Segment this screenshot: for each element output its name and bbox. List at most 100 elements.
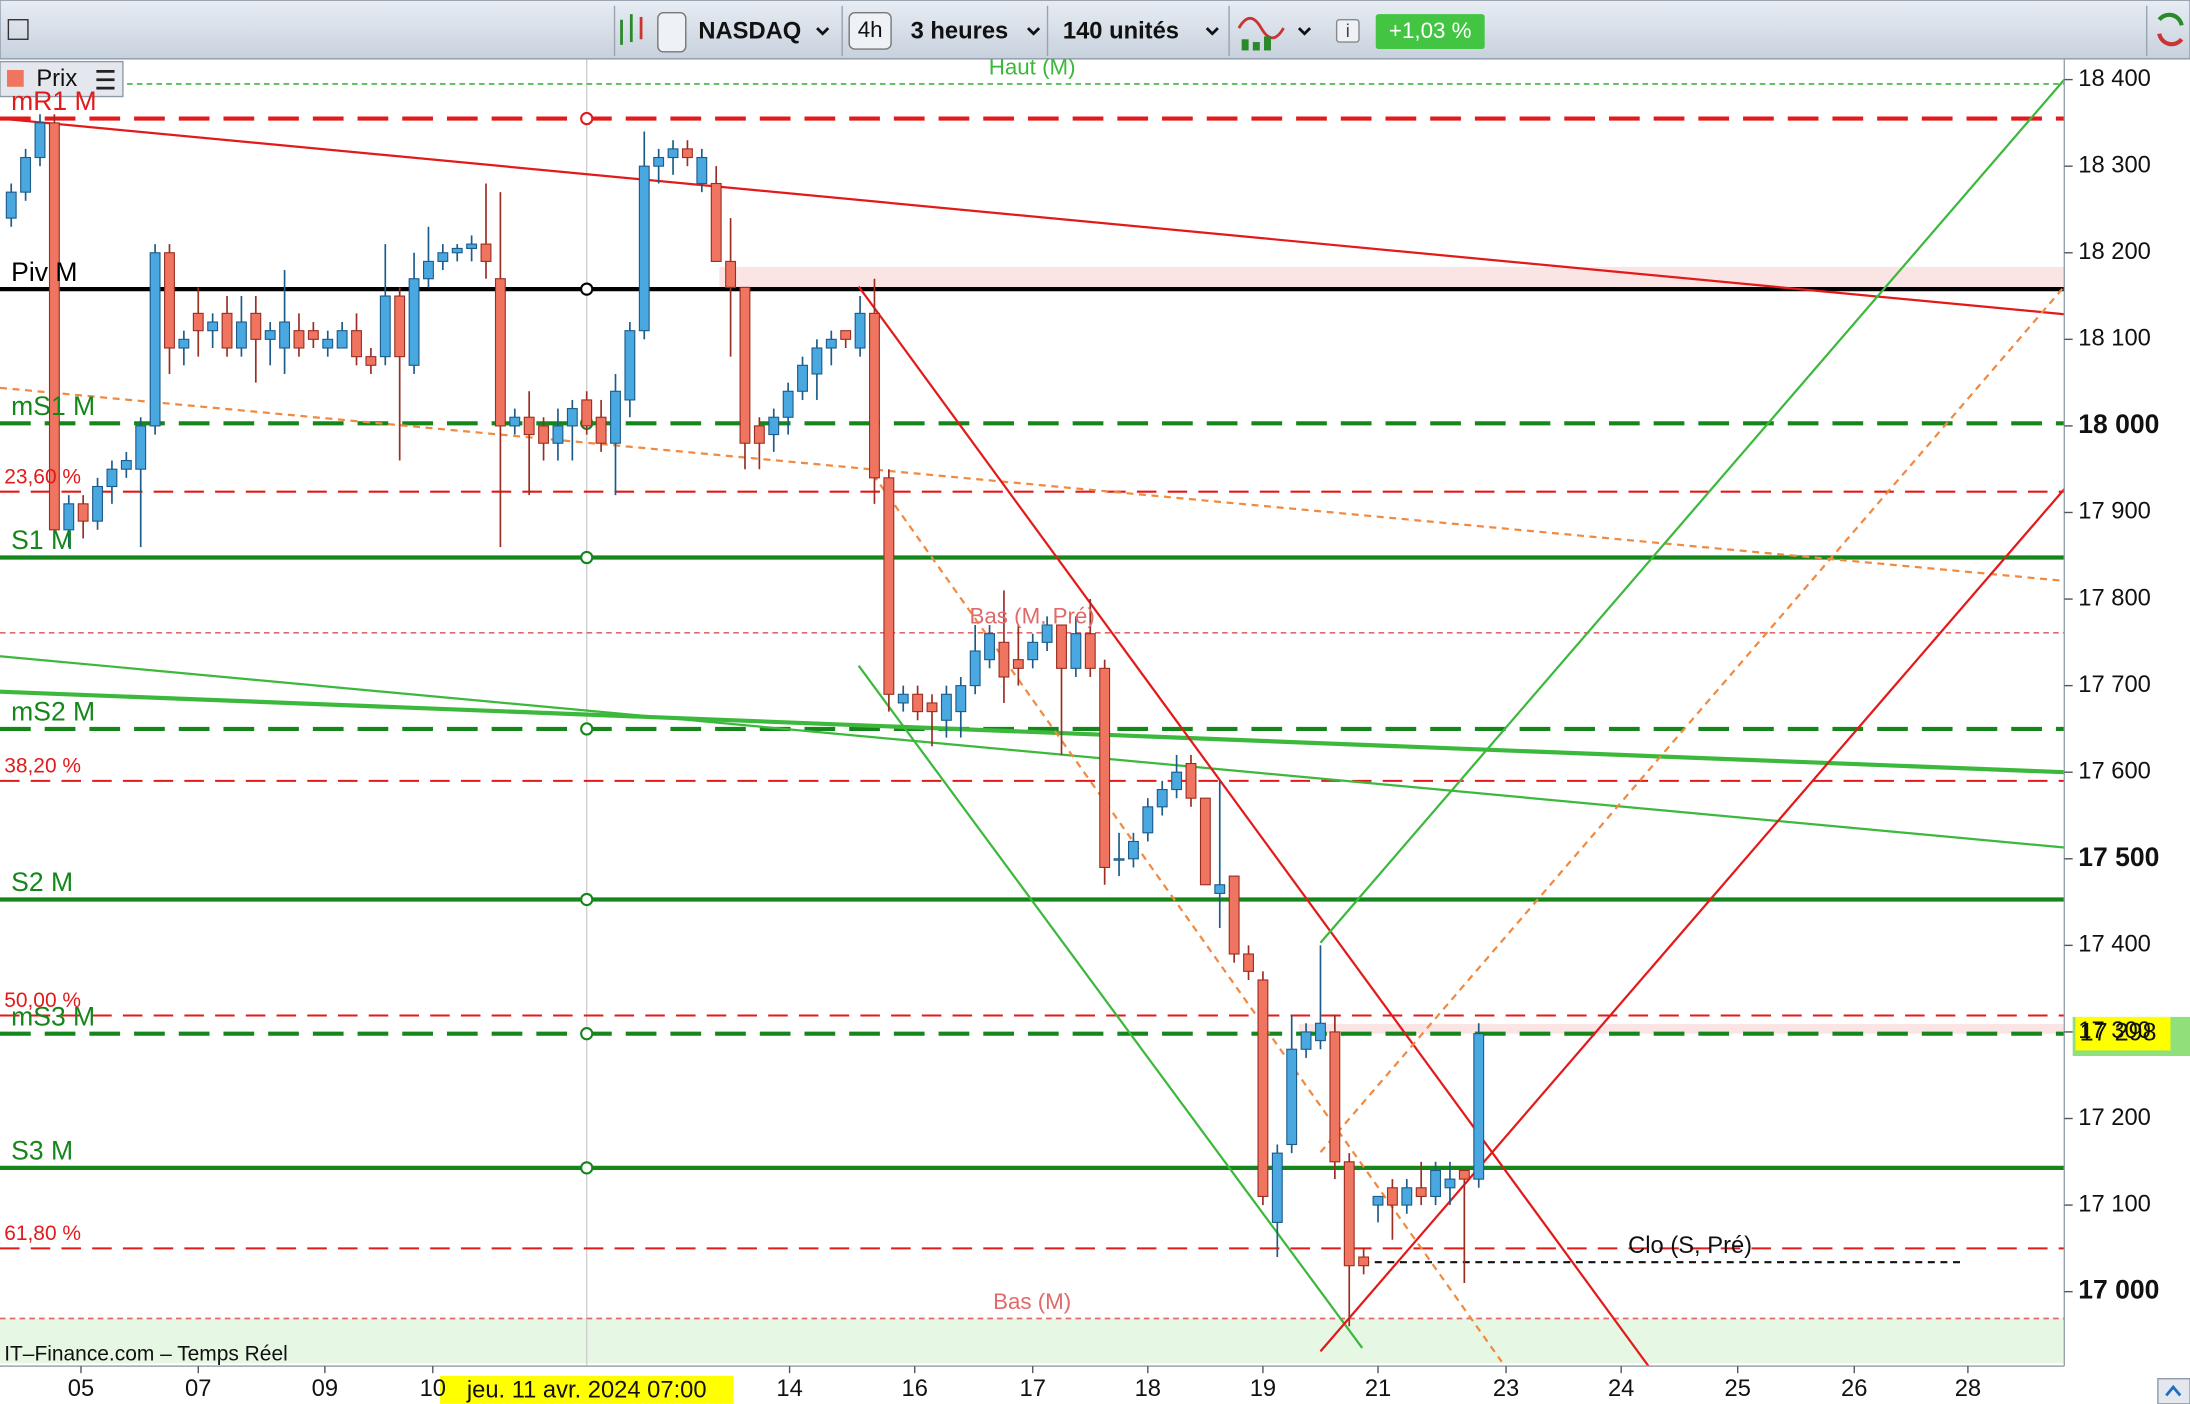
level-anchor bbox=[580, 1161, 594, 1175]
list-icon[interactable] bbox=[96, 70, 115, 90]
candle-body bbox=[653, 156, 665, 167]
y-tick-label: 18 000 bbox=[2078, 409, 2159, 439]
candle-body bbox=[610, 390, 621, 444]
candle-body bbox=[322, 338, 334, 349]
trendline bbox=[0, 655, 2065, 849]
candle-body bbox=[955, 685, 967, 713]
candle-body bbox=[710, 182, 722, 262]
trendline bbox=[857, 665, 1364, 1349]
level-label: S2 M bbox=[11, 867, 73, 897]
candle-body bbox=[1243, 953, 1254, 972]
level-label: S3 M bbox=[11, 1136, 73, 1166]
candle-body bbox=[480, 243, 492, 262]
candle-body bbox=[1372, 1195, 1384, 1206]
units[interactable]: 140 unités bbox=[1063, 19, 1179, 45]
x-tick-label: 07 bbox=[185, 1376, 211, 1402]
y-tick-label: 17 900 bbox=[2078, 499, 2151, 525]
overlay: Haut (M) mR1 M Piv M mS1 M 23,60 % S1 M Bas (M… bbox=[4, 54, 2190, 1404]
footer-source: IT–Finance.com – Temps Réel bbox=[4, 1342, 288, 1365]
candle-body bbox=[120, 459, 132, 470]
level-label: Bas (M, Pré) bbox=[969, 603, 1094, 628]
candle-body bbox=[1401, 1187, 1413, 1206]
trendline bbox=[872, 473, 1503, 1363]
fib-label: 23,60 % bbox=[4, 465, 81, 488]
price-tab-label[interactable]: Prix bbox=[36, 66, 77, 92]
x-tick-label: 28 bbox=[1955, 1376, 1981, 1402]
refresh-icon[interactable] bbox=[2157, 12, 2184, 47]
x-tick-label: 18 bbox=[1135, 1376, 1161, 1402]
window-icon[interactable] bbox=[7, 19, 29, 40]
candle-body bbox=[293, 330, 305, 349]
level-label: mS1 M bbox=[11, 391, 95, 421]
indicator-icon[interactable] bbox=[1237, 16, 1285, 51]
candle-body bbox=[912, 693, 924, 713]
candle-body bbox=[5, 191, 17, 219]
trendline bbox=[857, 285, 1650, 1367]
period[interactable]: 3 heures bbox=[911, 19, 1009, 45]
candle-body bbox=[408, 278, 420, 366]
candle-body bbox=[34, 122, 46, 159]
candle-body bbox=[351, 330, 362, 358]
candle-body bbox=[92, 485, 103, 522]
y-tick-label: 17 500 bbox=[2078, 842, 2159, 872]
candle-body bbox=[1358, 1256, 1370, 1267]
scroll-button[interactable] bbox=[2157, 1377, 2190, 1404]
plot bbox=[0, 58, 2066, 1367]
info-icon[interactable] bbox=[1335, 19, 1360, 43]
cursor-label-bg bbox=[440, 1375, 734, 1404]
trendline bbox=[0, 386, 2065, 582]
level-anchor bbox=[580, 111, 594, 126]
trendline bbox=[1319, 285, 2066, 1154]
symbol[interactable]: NASDAQ bbox=[698, 19, 801, 45]
candle-body bbox=[1185, 762, 1197, 799]
candle-body bbox=[940, 693, 952, 721]
candle-body bbox=[897, 693, 909, 704]
y-tick-label: 17 000 bbox=[2078, 1275, 2159, 1305]
candle-body bbox=[336, 330, 348, 349]
y-tick-label: 17 400 bbox=[2078, 932, 2151, 958]
level-anchor bbox=[580, 892, 594, 907]
level-anchor bbox=[580, 722, 594, 736]
candle-body bbox=[1142, 806, 1154, 834]
y-tick-label: 17 600 bbox=[2078, 758, 2151, 784]
candle-icon[interactable] bbox=[620, 14, 643, 45]
candle-body bbox=[566, 408, 578, 427]
level-label: mS2 M bbox=[11, 697, 95, 727]
candle-body bbox=[1056, 624, 1067, 669]
candle-body bbox=[1286, 1048, 1298, 1146]
candle-body bbox=[509, 416, 521, 427]
trendline bbox=[1319, 488, 2066, 1353]
x-tick-label: 10 bbox=[420, 1376, 446, 1402]
candle-body bbox=[250, 312, 262, 340]
fib-label: 38,20 % bbox=[4, 754, 81, 777]
period-button[interactable] bbox=[848, 12, 892, 50]
candle-body bbox=[1430, 1169, 1442, 1197]
candle-body bbox=[883, 477, 895, 695]
cursor-label: jeu. 11 avr. 2024 07:00 bbox=[466, 1378, 707, 1404]
candle-body bbox=[523, 416, 535, 436]
candle-body bbox=[77, 503, 89, 522]
candle-body bbox=[178, 338, 190, 349]
x-tick-label: 19 bbox=[1250, 1376, 1276, 1402]
level-label: Haut (M) bbox=[989, 54, 1076, 79]
candle-body bbox=[638, 165, 650, 332]
candle-body bbox=[696, 156, 708, 185]
candle-body bbox=[984, 633, 996, 661]
resistance-zone bbox=[719, 266, 2065, 290]
candle-body bbox=[725, 260, 737, 288]
candle-body bbox=[1458, 1169, 1470, 1180]
link-icon[interactable] bbox=[657, 12, 687, 53]
last-price-box bbox=[2075, 1016, 2171, 1051]
candle-body bbox=[1171, 771, 1183, 791]
y-tick-label: 18 300 bbox=[2078, 152, 2151, 178]
candle-body bbox=[667, 148, 679, 159]
candle-body bbox=[221, 312, 233, 349]
last-price: 17 298 bbox=[2080, 1018, 2157, 1046]
x-tick-label: 14 bbox=[776, 1376, 802, 1402]
x-tick-label: 25 bbox=[1725, 1376, 1751, 1402]
candle-body bbox=[149, 252, 161, 427]
chevron bbox=[1205, 27, 1219, 36]
period-short[interactable]: 4h bbox=[858, 17, 883, 42]
